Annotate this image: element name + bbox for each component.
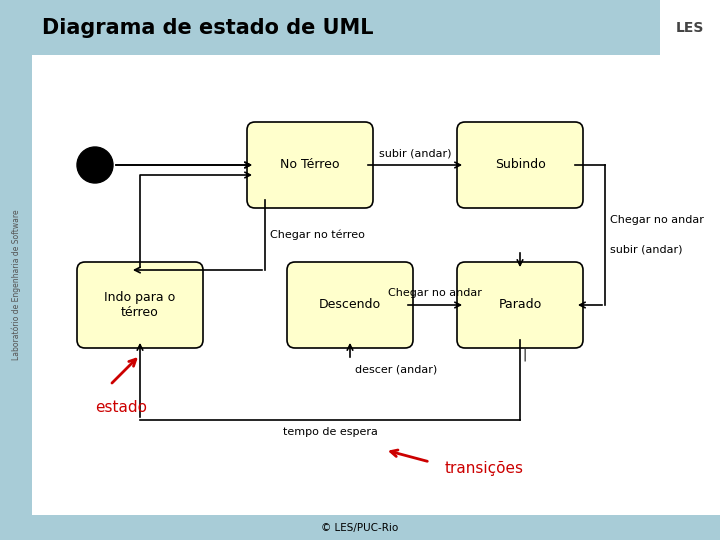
Text: Chegar no andar: Chegar no andar: [610, 215, 704, 225]
Text: subir (andar): subir (andar): [379, 148, 451, 158]
Text: LES: LES: [676, 21, 704, 35]
Text: |: |: [523, 348, 527, 361]
Bar: [0, 0, 720, 55]
Bar: [0, 515, 720, 540]
Text: Subindo: Subindo: [495, 159, 545, 172]
Text: © LES/PUC-Rio: © LES/PUC-Rio: [321, 523, 399, 532]
Bar: [660, 0, 720, 55]
FancyBboxPatch shape: [457, 262, 583, 348]
Text: Indo para o
térreo: Indo para o térreo: [104, 291, 176, 319]
Circle shape: [77, 147, 113, 183]
FancyBboxPatch shape: [287, 262, 413, 348]
Bar: [0, 55, 32, 515]
Text: descer (andar): descer (andar): [355, 365, 437, 375]
Text: No Térreo: No Térreo: [280, 159, 340, 172]
Text: subir (andar): subir (andar): [610, 245, 683, 255]
FancyBboxPatch shape: [457, 122, 583, 208]
FancyBboxPatch shape: [247, 122, 373, 208]
Text: Parado: Parado: [498, 299, 541, 312]
Text: Laboratório de Engenharia de Software: Laboratório de Engenharia de Software: [12, 210, 21, 360]
Text: Diagrama de estado de UML: Diagrama de estado de UML: [42, 17, 374, 37]
Text: transições: transições: [445, 461, 524, 476]
Text: estado: estado: [95, 400, 147, 415]
Text: Chegar no térreo: Chegar no térreo: [270, 230, 365, 240]
Text: Chegar no andar: Chegar no andar: [388, 288, 482, 298]
Bar: [32, 55, 720, 515]
Text: Descendo: Descendo: [319, 299, 381, 312]
FancyBboxPatch shape: [77, 262, 203, 348]
Text: tempo de espera: tempo de espera: [282, 427, 377, 437]
